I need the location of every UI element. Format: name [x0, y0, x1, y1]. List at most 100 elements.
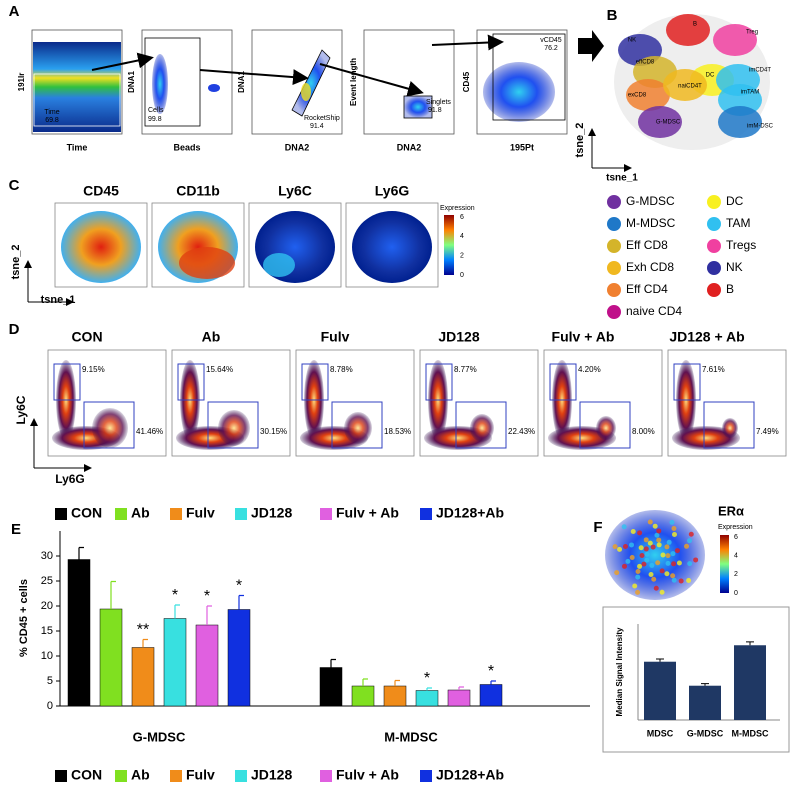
gate — [331, 401, 383, 449]
gate — [177, 363, 205, 401]
y-tick-label: 15 — [41, 625, 53, 637]
era-dot — [670, 573, 676, 579]
error-bar — [458, 686, 464, 690]
legend-label: JD128+Ab — [436, 767, 504, 783]
cluster — [626, 79, 670, 111]
error-bar — [746, 641, 754, 646]
era-dot — [688, 531, 694, 537]
era-dot — [644, 551, 650, 557]
legend-label: Ab — [131, 767, 150, 783]
panel-label: E — [11, 521, 21, 538]
era-dot — [625, 558, 631, 564]
legend-label: TAM — [726, 216, 750, 230]
error-bar — [142, 638, 148, 648]
legend-label: NK — [726, 260, 743, 274]
era-dot — [670, 551, 676, 557]
density — [291, 49, 331, 117]
axis-label: tsne_1 — [41, 294, 76, 306]
era-dot — [656, 537, 662, 543]
cluster — [713, 24, 757, 56]
era-dot — [647, 519, 653, 525]
density — [92, 408, 128, 448]
cluster-label: imCD4T — [749, 68, 771, 74]
era-dot — [647, 540, 653, 546]
density — [301, 83, 311, 101]
era-dot — [638, 545, 644, 551]
legend-swatch — [235, 508, 247, 520]
era-dot — [655, 560, 661, 566]
significance: * — [204, 588, 210, 605]
legend-swatch — [420, 508, 432, 520]
panel-label: A — [9, 3, 20, 20]
era-dot — [630, 528, 636, 534]
legend-swatch — [170, 770, 182, 782]
gate-value: 41.46% — [136, 427, 163, 436]
legend-dot — [707, 261, 721, 275]
era-dot — [637, 563, 643, 569]
legend-label: Fulv — [186, 505, 215, 521]
axis-label: DNA2 — [285, 142, 310, 152]
y-tick-label: 30 — [41, 550, 53, 562]
era-dot — [665, 560, 671, 566]
era-dot — [686, 578, 692, 584]
era-dot — [637, 530, 643, 536]
gate — [144, 37, 201, 127]
axis-label: DNA2 — [397, 142, 422, 152]
arrow — [199, 69, 309, 86]
gate-name: Cells — [148, 107, 164, 114]
bar — [734, 645, 766, 720]
legend-label: Exh CD8 — [626, 260, 674, 274]
significance: * — [236, 578, 242, 595]
x-tick-label: M-MDSC — [732, 728, 769, 738]
gate — [673, 363, 701, 401]
era-dot — [669, 519, 675, 525]
cluster-label: naiCD4T — [678, 84, 702, 90]
bar — [689, 685, 721, 720]
axis-label: Time — [67, 142, 88, 152]
legend-swatch — [420, 770, 432, 782]
legend-dot — [707, 195, 721, 209]
cluster-label: DC — [706, 73, 715, 79]
marker-title: Ly6C — [278, 183, 312, 199]
legend-label: Eff CD4 — [626, 282, 668, 296]
condition-title: Fulv + Ab — [552, 329, 615, 345]
legend-dot — [707, 283, 721, 297]
legend-label: G-MDSC — [626, 194, 675, 208]
bar — [163, 618, 187, 707]
hotspot — [263, 253, 295, 277]
axis-label: 191Ir — [17, 73, 26, 92]
era-dot — [671, 561, 677, 567]
era-map — [605, 510, 705, 600]
big-arrow — [578, 30, 604, 62]
gate — [83, 401, 135, 449]
legend-swatch — [170, 508, 182, 520]
axis-label: Ly6G — [55, 472, 85, 486]
bar — [195, 624, 219, 707]
era-dot — [632, 583, 638, 589]
legend-dot — [607, 305, 621, 319]
legend-label: Tregs — [726, 238, 756, 252]
era-dot — [687, 538, 693, 544]
condition-title: Fulv — [321, 329, 350, 345]
legend-label: JD128 — [251, 767, 292, 783]
gate-value: 76.2 — [544, 45, 558, 52]
era-dot — [664, 544, 670, 550]
panel-label: F — [593, 519, 602, 536]
colorbar-tick: 4 — [460, 233, 464, 240]
axis-label: tsne_2 — [574, 123, 586, 158]
y-tick-label: 5 — [47, 675, 53, 687]
era-dot — [617, 546, 623, 552]
legend-swatch — [55, 770, 67, 782]
bar — [383, 685, 407, 707]
error-bar — [238, 594, 244, 610]
legend-label: Fulv + Ab — [336, 767, 399, 783]
error-bar — [362, 678, 368, 686]
gate — [703, 401, 755, 449]
cluster-label: NK — [628, 38, 636, 44]
legend-label: Fulv + Ab — [336, 505, 399, 521]
era-dot — [622, 543, 628, 549]
bar — [227, 609, 251, 707]
axis-label: tsne_2 — [10, 245, 22, 280]
era-dot — [635, 568, 641, 574]
era-dot — [656, 528, 662, 534]
